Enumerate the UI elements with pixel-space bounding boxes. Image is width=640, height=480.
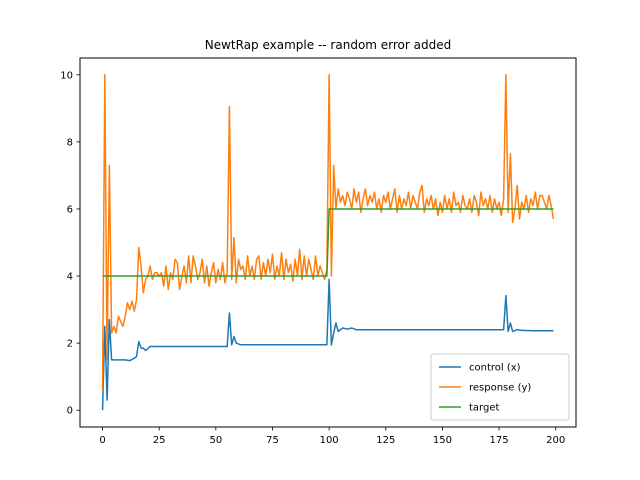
series-line-response-y (101, 74, 555, 391)
legend-label: control (x) (469, 363, 521, 374)
x-tick-label: 0 (99, 435, 105, 446)
x-tick-label: 100 (320, 435, 339, 446)
series-line-target (102, 208, 554, 277)
chart-title: NewtRap example -- random error added (205, 38, 452, 52)
x-tick-label: 125 (376, 435, 395, 446)
y-tick-label: 2 (67, 339, 73, 350)
legend-box (430, 353, 570, 421)
series-line-control-x (101, 278, 554, 411)
plot-area (101, 74, 555, 411)
y-tick-label: 0 (67, 406, 73, 417)
y-tick-label: 4 (67, 272, 73, 283)
axes-frame (79, 57, 577, 428)
x-tick-label: 50 (209, 435, 222, 446)
x-tick-label: 200 (546, 435, 565, 446)
y-axis: 0 2 4 6 8 10 (60, 70, 80, 417)
y-tick-label: 8 (67, 137, 73, 148)
legend-label: target (469, 403, 499, 414)
y-tick-label: 10 (60, 70, 73, 81)
x-tick-label: 75 (266, 435, 279, 446)
x-tick-label: 25 (153, 435, 166, 446)
legend: control (x) response (y) target (430, 353, 570, 421)
legend-label: response (y) (469, 383, 531, 394)
y-tick-label: 6 (67, 204, 73, 215)
x-tick-label: 150 (433, 435, 452, 446)
x-tick-label: 175 (490, 435, 509, 446)
x-axis: 0 25 50 75 100 125 150 175 200 (99, 427, 565, 446)
